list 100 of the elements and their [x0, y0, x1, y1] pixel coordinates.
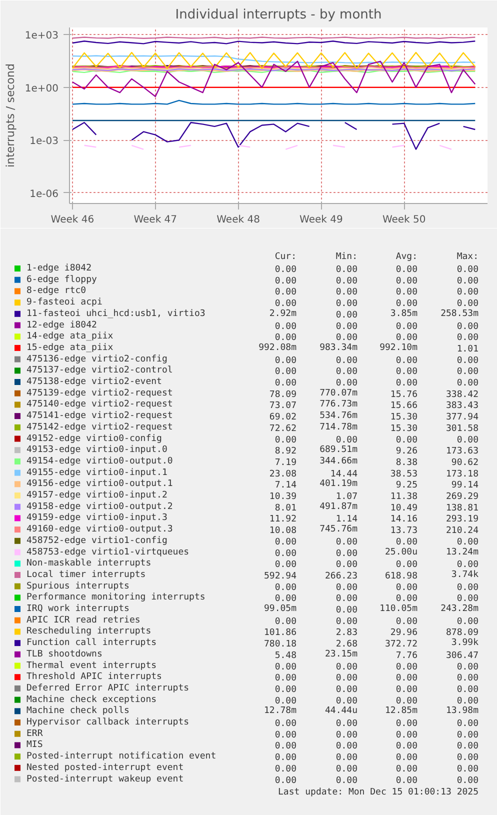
text: 7.19 344.66m 8.38 90.62 [274, 456, 478, 468]
legend-label: 475139-edge virtio2-request [26, 388, 173, 398]
x-tick-label: Week 48 [216, 214, 260, 226]
text: 0.00 0.00 0.00 0.00 [274, 764, 479, 774]
text: 0.00 0.00 0.00 0.00 [274, 288, 479, 298]
legend-label: 1-edge i8042 [26, 264, 92, 274]
legend-label: 49157-edge virtio0-input.2 [26, 490, 168, 500]
legend-label: 8-edge rtc0 [26, 286, 86, 296]
legend-label: 49156-edge virtio0-output.1 [26, 479, 173, 490]
text: 0.00 0.00 0.00 0.00 [274, 333, 479, 344]
chart-title: Individual interrupts - by month [175, 8, 382, 22]
legend-label: Posted-interrupt wakeup event [26, 774, 184, 784]
legend-label: 458752-edge virtio1-config [26, 536, 168, 546]
legend-label: 12-edge i8042 [26, 320, 97, 330]
legend-label: 475136-edge virtio2-config [26, 354, 168, 364]
text: 7.14 401.19m 9.25 99.14 [274, 479, 478, 491]
text: 0.00 0.00 0.00 0.00 [274, 378, 479, 388]
text: 0.00 0.00 0.00 0.00 [274, 299, 479, 310]
legend-label: TLB shootdowns [26, 649, 102, 660]
text: 0.00 0.00 0.00 0.00 [274, 582, 479, 593]
text: 0.00 0.00 0.00 0.00 [274, 662, 479, 672]
y-tick-label: 1e+00 [24, 83, 59, 94]
x-tick-label: Week 47 [134, 214, 178, 226]
x-tick-label: Week 49 [300, 214, 343, 226]
legend-label: Non-maskable interrupts [26, 558, 152, 569]
text: 0.00 0.00 25.00u 13.24m [274, 547, 479, 559]
text: 0.00 0.00 0.00 0.00 [274, 560, 479, 570]
legend-label: Local timer interrupts [26, 570, 146, 580]
text: 592.94 266.23 618.98 3.74k [264, 570, 478, 582]
text: 0.00 0.00 0.00 0.00 [274, 719, 479, 729]
y-tick-label: 1e-06 [30, 188, 59, 200]
text: 23.08 14.44 38.53 173.18 [269, 469, 479, 480]
legend-label: 14-edge ata_piix [26, 332, 114, 342]
line-series [72, 52, 476, 69]
text: 5.48 23.15m 7.76 306.47 [274, 649, 479, 661]
legend-label: 9-fasteoi acpi [26, 298, 102, 308]
legend-label: Deferred Error APIC interrupts [26, 683, 190, 694]
text: 73.07 776.73m 15.66 383.43 [269, 400, 479, 412]
legend-label: 49153-edge virtio0-input.0 [26, 445, 168, 456]
legend-label: Nested posted-interrupt event [26, 762, 184, 773]
text: 0.00 0.00 0.00 0.00 [274, 367, 479, 378]
text: 8.01 491.87m 10.49 138.81 [274, 502, 479, 514]
text: 101.86 2.83 29.96 878.09 [264, 628, 479, 638]
legend-label: 6-edge floppy [26, 274, 98, 285]
legend-label: Hypervisor callback interrupts [26, 718, 190, 728]
legend-label: 49154-edge virtio0-output.0 [26, 456, 173, 466]
legend-label: MIS [26, 740, 43, 750]
x-tick-label: Week 46 [50, 214, 94, 226]
text: 10.08 745.76m 13.73 210.24 [269, 524, 479, 536]
y-tick-label: 1e+03 [24, 30, 59, 42]
legend-label: 475142-edge virtio2-request [26, 422, 173, 432]
legend-label: 49155-edge virtio0-input.1 [26, 468, 168, 478]
text: 0.00 0.00 0.00 0.00 [274, 322, 479, 332]
text: 69.02 534.76m 15.30 377.94 [269, 411, 479, 423]
y-axis-title: interrupts / second [4, 64, 17, 168]
legend-label: 15-edge ata_piix [26, 342, 114, 353]
text: Last update: Mon Dec 15 01:00:13 2025 [278, 788, 478, 798]
text: 0.00 0.00 0.00 0.00 [274, 537, 479, 548]
legend-label: Rescheduling interrupts [26, 626, 152, 637]
text: 0.00 0.00 0.00 0.00 [274, 776, 479, 786]
text: 0.00 0.00 0.00 0.00 [274, 730, 479, 740]
legend-label: 49152-edge virtio0-config [26, 434, 162, 444]
text: 11.92 1.14 14.16 293.19 [269, 514, 479, 525]
text: 0.00 0.00 0.00 0.00 [274, 696, 479, 706]
line-series [72, 55, 476, 64]
legend-label: Posted-interrupt notification event [26, 752, 216, 762]
text: 0.00 0.00 0.00 0.00 [274, 356, 479, 366]
text: 0.00 0.00 0.00 0.00 [274, 616, 479, 627]
text: 0.00 0.00 0.00 0.00 [274, 265, 479, 275]
legend-label: Performance monitoring interrupts [26, 592, 206, 603]
text: 0.00 0.00 0.00 0.00 [274, 435, 479, 446]
legend-label: 49160-edge virtio0-output.3 [26, 524, 173, 535]
text: 12.78m 44.44u 12.85m 13.98m [264, 706, 479, 716]
text: Cur: Min: Avg: Max: [274, 252, 479, 262]
legend-label: Threshold APIC interrupts [26, 672, 162, 682]
legend-label: 49159-edge virtio0-input.3 [26, 513, 168, 524]
text: 72.62 714.78m 15.30 301.58 [269, 422, 479, 434]
x-tick-label: Week 50 [382, 214, 426, 226]
legend-label: 49158-edge virtio0-output.2 [26, 502, 173, 512]
legend-label: Spurious interrupts [26, 581, 130, 592]
legend-label: IRQ work interrupts [26, 604, 130, 614]
legend-label: 475141-edge virtio2-request [26, 411, 173, 422]
text: 2.92m 0.00 3.85m 258.53m [269, 308, 479, 320]
legend-label: 475140-edge virtio2-request [26, 400, 173, 410]
legend-label: 11-fasteoi uhci_hcd:usb1, virtio3 [26, 308, 206, 319]
legend-label: ERR [26, 728, 44, 739]
text: 0.00 0.00 0.00 0.00 [274, 276, 479, 286]
text: 10.39 1.07 11.38 269.29 [269, 492, 479, 502]
line-series [72, 60, 476, 98]
text: 0.00 0.00 0.00 0.00 [274, 684, 479, 695]
text: 780.18 2.68 372.72 3.99k [264, 638, 478, 650]
legend-label: Function call interrupts [26, 638, 157, 648]
text: 0.00 0.00 0.00 0.00 [274, 674, 479, 684]
text: 0.00 0.00 0.00 0.00 [274, 753, 479, 764]
text: 8.92 689.51m 9.26 173.63 [274, 445, 479, 457]
legend-label: Machine check exceptions [26, 694, 157, 705]
text: 0.00 0.00 0.00 0.00 [274, 594, 479, 604]
legend-label: 458753-edge virtio1-virtqueues [26, 547, 190, 558]
legend-label: 475138-edge virtio2-event [26, 377, 162, 387]
legend-label: Machine check polls [26, 706, 130, 716]
